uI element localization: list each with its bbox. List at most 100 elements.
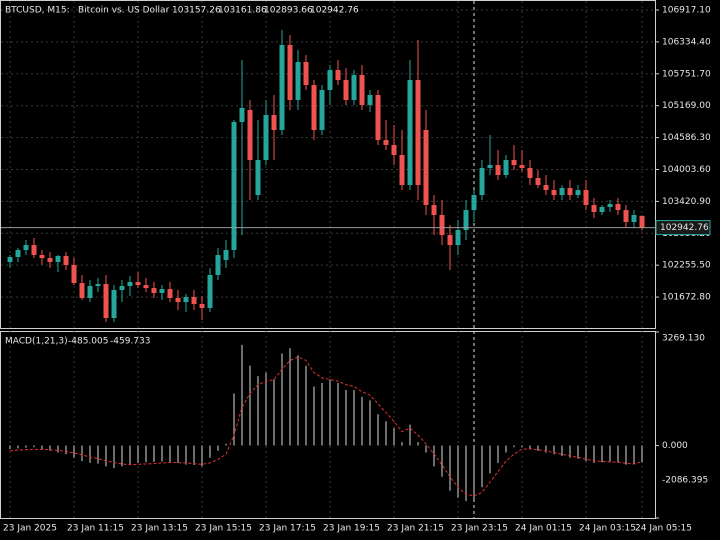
candle-body <box>63 256 69 265</box>
candle-body <box>55 256 61 263</box>
candle-body <box>471 195 477 211</box>
candle-body <box>119 286 125 291</box>
macd-title: MACD(1,21,3) <box>5 337 68 347</box>
y-tick-label: 101672.80 <box>662 293 711 303</box>
candle-body <box>567 188 573 196</box>
x-tick-label: 23 Jan 23:15 <box>451 524 508 534</box>
candle-body <box>191 297 197 305</box>
candle-body <box>183 297 189 303</box>
symbol-title: BTCUSD, M15: <box>5 6 70 16</box>
candle-body <box>383 140 389 146</box>
macd-panel-frame <box>0 331 656 519</box>
candle-body <box>319 89 325 131</box>
candle-body <box>343 80 349 101</box>
candle-body <box>463 210 469 231</box>
candle-body <box>247 110 253 161</box>
candle-body <box>303 62 309 86</box>
candle-body <box>511 160 517 166</box>
candle-body <box>623 210 629 223</box>
candle-body <box>503 160 509 176</box>
candle-body <box>415 80 421 186</box>
header-low: 102893.66 <box>264 6 313 16</box>
x-tick-label: 24 Jan 01:15 <box>515 524 572 534</box>
candle-body <box>455 230 461 246</box>
candle-body <box>495 165 501 176</box>
candle-body <box>175 298 181 303</box>
header-open: 103157.26 <box>172 6 221 16</box>
candle-body <box>79 283 85 299</box>
candle-body <box>375 95 381 141</box>
candle-body <box>583 190 589 205</box>
candle-body <box>543 185 549 191</box>
candle-body <box>519 165 525 168</box>
x-tick-label: 23 Jan 11:15 <box>67 524 124 534</box>
candle-body <box>159 289 165 294</box>
macd-main-value: -485.005 <box>68 337 108 347</box>
candle-body <box>439 215 445 235</box>
current-price-label: 102942.76 <box>660 223 709 233</box>
y-tick-label: 104003.60 <box>662 165 711 175</box>
y-tick-label: 105169.00 <box>662 101 711 111</box>
candle-body <box>87 286 93 299</box>
candle-body <box>599 207 605 213</box>
candle-body <box>215 255 221 276</box>
candle-body <box>47 258 53 263</box>
candle-body <box>327 70 333 90</box>
y-tick-label: 106334.40 <box>662 37 711 47</box>
x-tick-label: 23 Jan 13:15 <box>131 524 188 534</box>
candle-body <box>391 145 397 156</box>
candle-body <box>527 167 533 179</box>
candle-body <box>431 205 437 216</box>
candle-body <box>639 215 645 228</box>
y-tick-label: 103420.90 <box>662 197 711 207</box>
candle-body <box>311 85 317 131</box>
candle-body <box>367 95 373 105</box>
y-tick-label: 3269.130 <box>662 334 705 344</box>
y-tick-label: 0.000 <box>662 441 688 451</box>
candle-body <box>335 70 341 81</box>
candle-body <box>151 288 157 294</box>
candle-body <box>199 304 205 309</box>
candle-body <box>23 245 29 250</box>
candle-body <box>167 289 173 299</box>
candle-body <box>239 108 245 123</box>
candle-body <box>407 80 413 186</box>
x-tick-label: 23 Jan 15:15 <box>195 524 252 534</box>
candle-body <box>399 155 405 186</box>
candle-body <box>447 234 453 246</box>
y-tick-label: 105751.70 <box>662 69 711 79</box>
candle-body <box>423 130 429 205</box>
candle-body <box>535 178 541 186</box>
candle-body <box>279 44 285 131</box>
candle-body <box>15 249 21 258</box>
candle-body <box>271 115 277 131</box>
candle-body <box>127 282 133 287</box>
y-tick-label: 106917.10 <box>662 6 711 16</box>
candle-body <box>263 115 269 161</box>
candle-body <box>71 264 77 284</box>
y-tick-label: 104586.30 <box>662 133 711 143</box>
x-tick-label: 23 Jan 17:15 <box>259 524 316 534</box>
candle-body <box>143 285 149 289</box>
x-tick-label: 23 Jan 2025 <box>3 524 57 534</box>
candle-body <box>359 74 365 105</box>
y-tick-label: 102255.50 <box>662 261 711 271</box>
candle-body <box>487 165 493 168</box>
candle-body <box>551 190 557 196</box>
candle-body <box>7 257 13 263</box>
candle-body <box>231 122 237 250</box>
candle-body <box>295 62 301 101</box>
candle-body <box>607 204 613 208</box>
symbol-description: Bitcoin vs. US Dollar <box>78 6 170 16</box>
candle-body <box>135 282 141 286</box>
candle-body <box>575 190 581 196</box>
candle-body <box>95 284 101 287</box>
x-tick-label: 23 Jan 19:15 <box>323 524 380 534</box>
candle-body <box>591 205 597 213</box>
candle-body <box>255 160 261 196</box>
x-tick-label: 24 Jan 05:15 <box>635 524 692 534</box>
candle-body <box>559 188 565 196</box>
candle-body <box>287 44 293 101</box>
macd-signal-value: -459.733 <box>110 337 150 347</box>
